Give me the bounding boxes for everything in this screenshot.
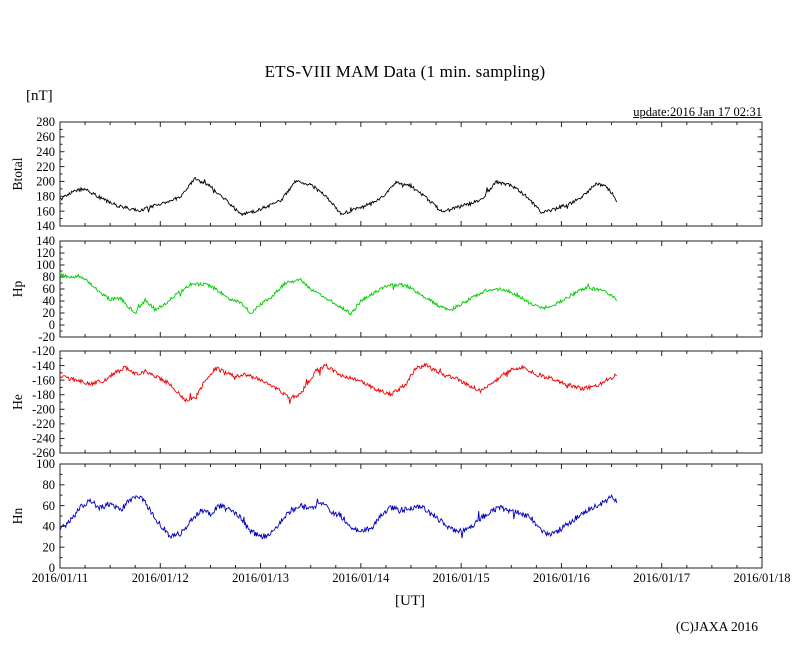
x-tick-label: 2016/01/18 <box>734 571 791 585</box>
y-tick-label: -120 <box>32 344 55 358</box>
y-tick-label: -220 <box>32 417 55 431</box>
series-line-btotal <box>60 176 618 217</box>
x-tick-label: 2016/01/13 <box>232 571 289 585</box>
x-tick-label: 2016/01/11 <box>32 571 88 585</box>
y-tick-label: 160 <box>36 204 55 218</box>
update-timestamp: update:2016 Jan 17 02:31 <box>633 105 762 119</box>
panel-frame <box>59 350 763 454</box>
panel-ylabel: He <box>10 394 25 410</box>
x-tick-label: 2016/01/17 <box>633 571 690 585</box>
panel-frame <box>59 463 763 569</box>
y-tick-label: -140 <box>32 359 55 373</box>
y-tick-label: 140 <box>36 219 55 233</box>
panel-ylabel: Hn <box>10 508 25 525</box>
y-tick-label: 60 <box>43 499 56 513</box>
x-tick-label: 2016/01/15 <box>433 571 490 585</box>
y-tick-label: -180 <box>32 388 55 402</box>
y-tick-label: 140 <box>36 234 55 248</box>
x-tick-label: 2016/01/12 <box>132 571 189 585</box>
y-tick-label: -240 <box>32 432 55 446</box>
y-tick-label: -260 <box>32 446 55 460</box>
series-line-hp <box>60 272 617 316</box>
y-tick-label: 180 <box>36 189 55 203</box>
panel-ylabel: Hp <box>10 281 25 298</box>
y-tick-label: 240 <box>36 145 55 159</box>
y-tick-label: -200 <box>32 402 55 416</box>
panel-ylabel: Btotal <box>10 157 25 190</box>
series-line-hn <box>60 494 618 540</box>
y-tick-label: -20 <box>38 330 55 344</box>
y-tick-label: 80 <box>43 270 56 284</box>
y-tick-label: 100 <box>36 457 55 471</box>
y-tick-label: 0 <box>49 561 55 575</box>
copyright-label: (C)JAXA 2016 <box>675 619 758 634</box>
y-tick-label: 220 <box>36 160 55 174</box>
y-tick-label: -160 <box>32 373 55 387</box>
page-title: ETS-VIII MAM Data (1 min. sampling) <box>264 62 546 81</box>
y-axis-unit-label: [nT] <box>26 88 53 104</box>
y-tick-label: 260 <box>36 130 55 144</box>
x-tick-label: 2016/01/16 <box>533 571 590 585</box>
y-tick-label: 80 <box>43 478 56 492</box>
y-tick-label: 60 <box>43 282 56 296</box>
y-tick-label: 40 <box>43 294 56 308</box>
x-tick-label: 2016/01/14 <box>332 571 390 585</box>
y-tick-label: 280 <box>36 115 55 129</box>
x-axis-label: [UT] <box>395 593 425 609</box>
y-tick-label: 100 <box>36 258 55 272</box>
panel-frame <box>59 121 763 227</box>
y-tick-label: 0 <box>49 318 55 332</box>
y-tick-label: 120 <box>36 246 55 260</box>
y-tick-label: 20 <box>43 306 56 320</box>
y-tick-label: 200 <box>36 175 55 189</box>
y-tick-label: 40 <box>43 520 56 534</box>
series-line-he <box>60 362 617 404</box>
y-tick-label: 20 <box>43 540 56 554</box>
